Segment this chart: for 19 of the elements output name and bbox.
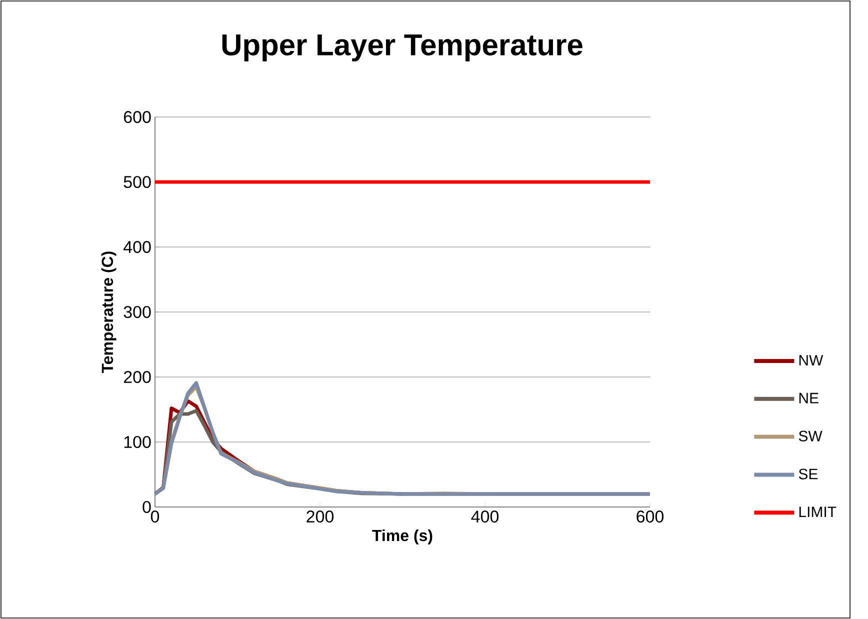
y-tick-label: 500 (124, 176, 151, 188)
legend-label: SW (798, 430, 822, 442)
x-tick-label: 600 (636, 510, 664, 523)
legend-label: SE (798, 468, 818, 480)
x-tick-label: 400 (471, 510, 499, 523)
legend-label: LIMIT (799, 506, 836, 518)
y-tick-label: 300 (124, 306, 151, 318)
y-tick-label: 0 (142, 500, 151, 514)
x-tick-label: 200 (306, 510, 334, 523)
x-tick-label: 0 (150, 510, 160, 523)
legend-label: NE (799, 392, 818, 404)
legend-label: NW (799, 355, 824, 366)
y-tick-label: 100 (124, 436, 151, 448)
y-tick-label: 400 (123, 240, 151, 254)
y-axis-title: Temperature (C) (101, 252, 116, 374)
y-tick-label: 600 (124, 110, 151, 124)
x-axis-title: Time (s) (372, 529, 432, 544)
y-tick-label: 200 (124, 370, 151, 384)
chart-title: Upper Layer Temperature (222, 34, 582, 62)
